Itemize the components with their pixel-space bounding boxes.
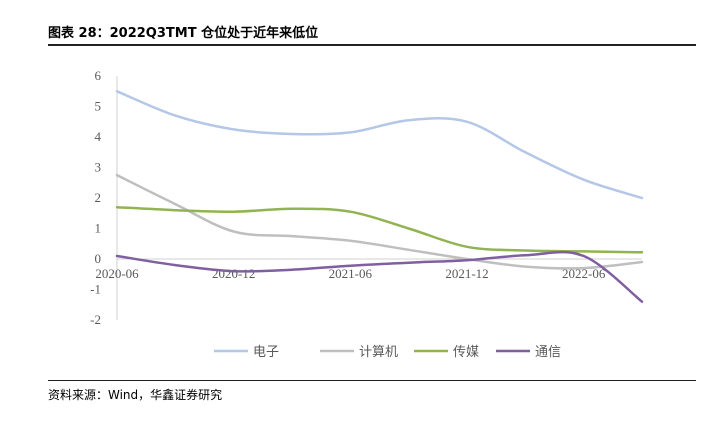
source-note: 资料来源：Wind，华鑫证券研究 — [48, 388, 223, 402]
x-tick-label: 2021-12 — [445, 266, 488, 281]
title-bar: 图表 28：2022Q3TMT 仓位处于近年来低位 — [48, 22, 696, 46]
legend: 电子 计算机 传媒 通信 — [214, 345, 561, 360]
y-tick-label: 1 — [95, 221, 102, 236]
top-rule — [48, 44, 696, 46]
legend-label: 传媒 — [453, 345, 479, 360]
x-tick-label: 2020-06 — [95, 266, 139, 281]
y-tick-label: 5 — [95, 99, 102, 114]
series-line-计算机 — [115, 173, 644, 270]
y-tick-label: 4 — [95, 129, 102, 144]
x-tick-label: 2021-06 — [329, 266, 373, 281]
bottom-rule — [48, 380, 696, 381]
x-tick-label: 2022-06 — [562, 266, 606, 281]
y-tick-label: 0 — [95, 251, 102, 266]
x-tick-label: 2020-12 — [212, 266, 255, 281]
y-tick-label: 2 — [95, 190, 102, 205]
series-line-电子 — [115, 90, 644, 200]
series-lines — [115, 90, 644, 303]
legend-label: 计算机 — [359, 345, 398, 360]
y-tick-label: -2 — [90, 312, 101, 327]
chart-title: 图表 28：2022Q3TMT 仓位处于近年来低位 — [48, 26, 319, 41]
y-axis: 6 5 4 3 2 1 0 -1 -2 — [90, 68, 118, 327]
legend-label: 通信 — [535, 345, 561, 360]
series-line-通信 — [115, 250, 644, 303]
y-tick-label: 6 — [95, 68, 102, 83]
x-axis: 2020-06 2020-12 2021-06 2021-12 2022-06 — [95, 258, 642, 281]
series-line-传媒 — [115, 205, 644, 254]
y-tick-label: -1 — [90, 282, 101, 297]
legend-label: 电子 — [253, 345, 279, 360]
y-tick-label: 3 — [95, 160, 102, 175]
